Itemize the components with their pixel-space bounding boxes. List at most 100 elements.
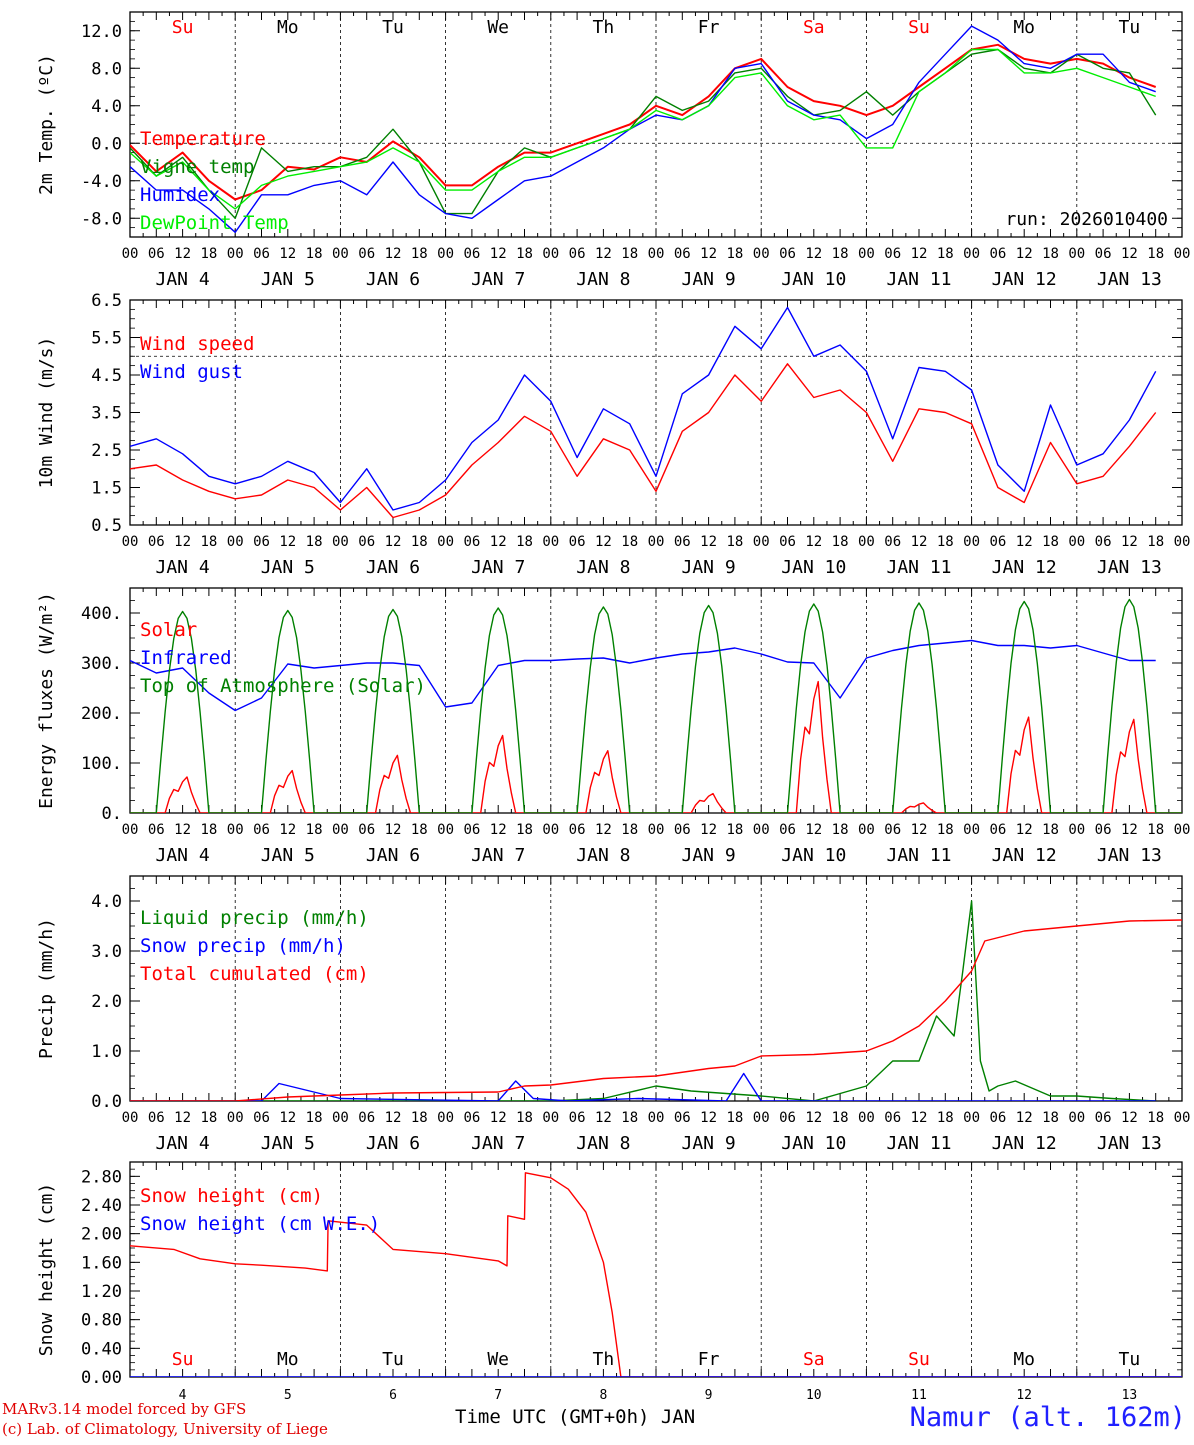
hour-label: 00 <box>122 246 139 262</box>
date-label: JAN 11 <box>886 557 951 578</box>
day-name-label: Th <box>593 1349 615 1370</box>
date-label: JAN 5 <box>261 1133 315 1154</box>
hour-label: 06 <box>884 246 901 262</box>
hour-label: 00 <box>753 534 770 550</box>
legend-entry: Top of Atmosphere (Solar) <box>140 675 426 697</box>
hour-label: 18 <box>200 246 217 262</box>
hour-label: 00 <box>542 822 559 838</box>
series-line-snow-height-cm- <box>130 1172 1182 1377</box>
hour-label: 18 <box>621 534 638 550</box>
hour-label: 18 <box>1147 822 1164 838</box>
date-label: JAN 7 <box>471 269 525 290</box>
hour-label: 06 <box>463 1110 480 1126</box>
date-label: JAN 11 <box>886 1133 951 1154</box>
day-name-label: We <box>487 1349 509 1370</box>
hour-label: 00 <box>1174 246 1191 262</box>
date-label: JAN 8 <box>576 845 630 866</box>
y-tick-label: 4.0 <box>91 97 122 117</box>
date-label: JAN 13 <box>1097 557 1162 578</box>
hour-label: 06 <box>569 534 586 550</box>
hour-label: 06 <box>569 246 586 262</box>
series-group <box>130 1172 1182 1377</box>
y-tick-label: 2.5 <box>91 441 122 461</box>
day-name-label: Mo <box>1013 17 1035 38</box>
date-label: JAN 4 <box>156 845 210 866</box>
hour-label: 12 <box>1121 246 1138 262</box>
hour-label: 18 <box>832 534 849 550</box>
day-name-label: Mo <box>277 17 299 38</box>
date-label: JAN 9 <box>682 557 736 578</box>
day-number-label: 8 <box>599 1388 607 1403</box>
day-number-label: 6 <box>389 1388 397 1403</box>
hour-label: 18 <box>621 1110 638 1126</box>
hour-label: 00 <box>858 1110 875 1126</box>
hour-label: 06 <box>989 1110 1006 1126</box>
hour-label: 12 <box>174 246 191 262</box>
series-line-top-of-atmosphere-solar- <box>130 598 1182 813</box>
hour-label: 06 <box>463 534 480 550</box>
hour-label: 06 <box>989 534 1006 550</box>
panel-frame <box>129 11 1183 238</box>
y-tick-label: 4.0 <box>91 892 122 912</box>
panel-temp: 12.0 8.0 4.0 0.0 -4.0 -8.0 2m Temp. (ºC) 00 06 12… <box>36 11 1191 290</box>
hour-label: 00 <box>1174 1110 1191 1126</box>
hour-label: 18 <box>1042 822 1059 838</box>
hour-label: 06 <box>1095 822 1112 838</box>
y-tick-label: 1.0 <box>91 1042 122 1062</box>
series-line-solar <box>130 680 1182 813</box>
hour-label: 00 <box>227 822 244 838</box>
hour-label: 00 <box>437 534 454 550</box>
y-tick-label: 0.0 <box>91 1092 122 1112</box>
legend-entry: Temperature <box>140 128 266 150</box>
hour-label: 12 <box>595 1110 612 1126</box>
hour-label: 00 <box>648 246 665 262</box>
series-group <box>130 306 1157 519</box>
hour-label: 06 <box>463 246 480 262</box>
series-line-wind-gust <box>130 306 1157 511</box>
day-name-label: Sa <box>803 1349 825 1370</box>
hour-label: 18 <box>306 1110 323 1126</box>
day-name-label: Tu <box>382 17 404 38</box>
hour-label: 00 <box>437 822 454 838</box>
hour-label: 12 <box>174 534 191 550</box>
hour-label: 12 <box>700 1110 717 1126</box>
hour-label: 06 <box>779 246 796 262</box>
hour-label: 18 <box>832 1110 849 1126</box>
date-label: JAN 10 <box>781 845 846 866</box>
date-label: JAN 11 <box>886 269 951 290</box>
y-tick-label: -8.0 <box>81 209 122 229</box>
model-credit: MARv3.14 model forced by GFS <box>2 1400 247 1418</box>
hour-label: 18 <box>1147 1110 1164 1126</box>
y-tick-label: 0.80 <box>81 1311 122 1331</box>
hour-label: 06 <box>253 534 270 550</box>
hour-label: 18 <box>1042 534 1059 550</box>
hour-label: 00 <box>1068 1110 1085 1126</box>
station-name: Namur (alt. 162m) <box>909 1402 1186 1433</box>
hour-label: 18 <box>832 246 849 262</box>
y-tick-label: 100. <box>81 754 122 774</box>
hour-label: 18 <box>411 822 428 838</box>
hour-label: 00 <box>227 246 244 262</box>
y-tick-label: 2.0 <box>91 992 122 1012</box>
series-line-dewpoint-temp <box>130 48 1156 210</box>
hour-label: 12 <box>279 534 296 550</box>
hour-label: 06 <box>884 1110 901 1126</box>
hour-label: 06 <box>779 534 796 550</box>
hour-label: 12 <box>700 534 717 550</box>
y-axis-label: Energy fluxes (W/m²) <box>36 592 57 809</box>
date-label: JAN 7 <box>471 1133 525 1154</box>
hour-label: 18 <box>516 1110 533 1126</box>
legend-entry: Snow precip (mm/h) <box>140 935 346 957</box>
hour-label: 00 <box>753 822 770 838</box>
y-tick-label: 4.5 <box>91 366 122 386</box>
hour-label: 06 <box>358 246 375 262</box>
hour-label: 00 <box>963 246 980 262</box>
date-label: JAN 8 <box>576 269 630 290</box>
hour-label: 06 <box>674 534 691 550</box>
hour-label: 00 <box>1174 822 1191 838</box>
legend-entry: Snow height (cm W.E.) <box>140 1213 380 1235</box>
date-label: JAN 6 <box>366 269 420 290</box>
legend-entry: Wind speed <box>140 333 254 355</box>
series-line-liquid-precip-mm-h- <box>130 900 1156 1101</box>
hour-label: 06 <box>569 822 586 838</box>
